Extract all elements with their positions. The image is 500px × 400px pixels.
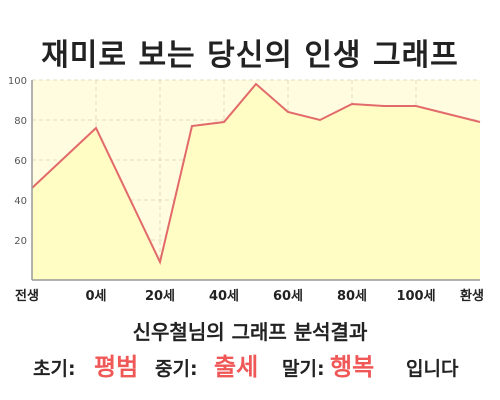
early-value: 평범 (94, 353, 139, 381)
life-graph-chart: 20 40 60 80 100 전생 0세 20세 40세 60세 80세 100세 환생 (8, 76, 484, 304)
x-tick-label: 60세 (273, 289, 303, 304)
x-tick-label: 40세 (209, 289, 239, 304)
result-summary: 초기: 평범 중기: 출세 말기: 행복 입니다 (0, 344, 500, 384)
result-heading: 신우철님의 그래프 분석결과 (132, 320, 368, 344)
y-tick-labels: 20 40 60 80 100 (8, 76, 27, 247)
late-value: 행복 (330, 353, 375, 381)
y-tick-label: 40 (14, 196, 27, 207)
y-tick-label: 80 (14, 116, 27, 127)
middle-label: 중기: (155, 358, 198, 380)
x-tick-label: 0세 (85, 289, 106, 304)
life-graph-line (31, 82, 481, 265)
x-tick-label: 80세 (337, 289, 367, 304)
late-label: 말기: (282, 358, 325, 380)
y-tick-label: 100 (8, 76, 27, 87)
x-tick-label: 20세 (145, 289, 175, 304)
x-tick-labels: 전생 0세 20세 40세 60세 80세 100세 환생 (15, 288, 484, 304)
x-tick-label: 환생 (460, 288, 484, 304)
middle-value: 출세 (214, 353, 259, 381)
x-tick-label: 100세 (396, 289, 435, 304)
result-suffix: 입니다 (406, 358, 459, 380)
y-tick-label: 20 (14, 236, 27, 247)
y-tick-label: 60 (14, 156, 27, 167)
page-title: 재미로 보는 당신의 인생 그래프 (41, 38, 459, 73)
early-label: 초기: (33, 358, 76, 380)
x-tick-label: 전생 (15, 288, 39, 304)
life-graph-area (32, 84, 480, 280)
